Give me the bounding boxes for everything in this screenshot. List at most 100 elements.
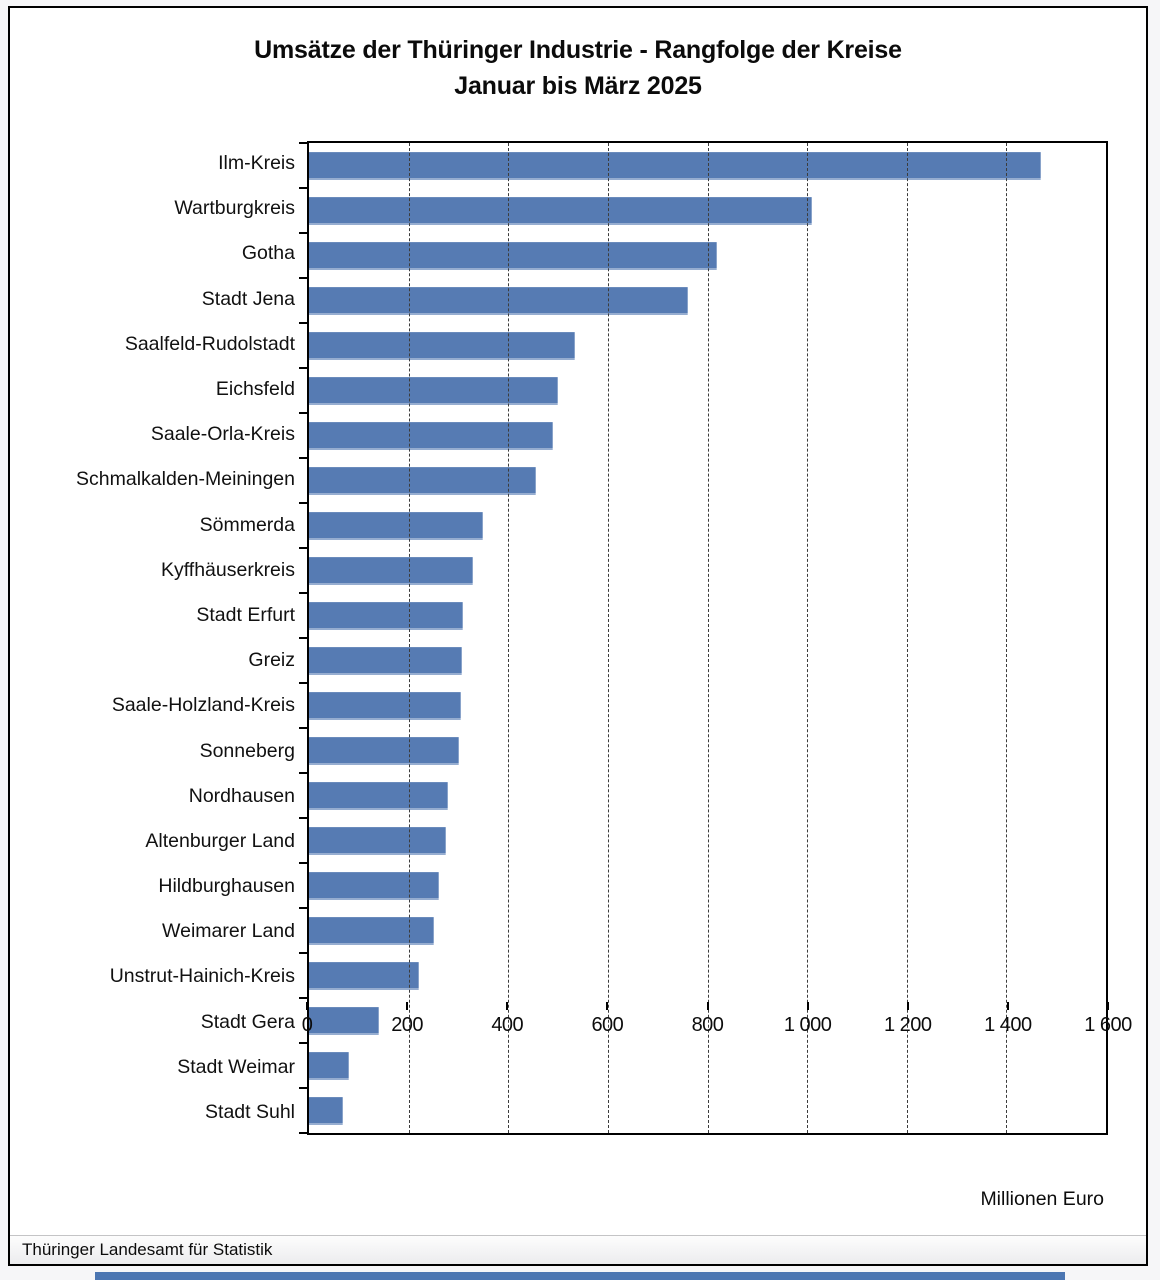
bar [309, 331, 576, 360]
value-axis-tick [706, 1002, 709, 1010]
category-label: Ilm-Kreis [218, 152, 295, 175]
category-axis-tick [299, 637, 308, 639]
bar-row [309, 953, 1106, 998]
bar [309, 1096, 343, 1125]
category-axis-tick [299, 322, 308, 324]
value-axis-tick [606, 1002, 609, 1010]
bar [309, 556, 474, 585]
category-label: Saale-Holzland-Kreis [111, 694, 295, 717]
bar-row [309, 593, 1106, 638]
bar [309, 286, 688, 315]
value-axis-tick-label: 400 [491, 1014, 524, 1036]
bar-row [309, 908, 1106, 953]
plot-area [299, 141, 1108, 1135]
category-label: Greiz [248, 649, 295, 672]
bottom-accent-bar [95, 1272, 1065, 1280]
bar-row [309, 368, 1106, 413]
bar [309, 826, 446, 855]
bar [309, 781, 449, 810]
category-axis-tick [299, 412, 308, 414]
category-axis-tick [299, 277, 308, 279]
value-axis-tick [906, 1002, 909, 1010]
category-axis-tick [299, 772, 308, 774]
bar-row [309, 413, 1106, 458]
footer-strip: Thüringer Landesamt für Statistik [10, 1235, 1146, 1264]
category-label: Kyffhäuserkreis [160, 558, 295, 581]
gridline [906, 143, 908, 1133]
category-label: Weimarer Land [162, 920, 295, 943]
value-axis-labels: 0 200 400 600 800 1 000 1 200 1 400 1 600 [302, 1014, 1133, 1040]
value-axis-ticks [306, 1002, 1109, 1011]
bar [309, 1051, 349, 1080]
chart-frame: Umsätze der Thüringer Industrie - Rangfo… [8, 6, 1148, 1266]
category-label: Stadt Weimar [177, 1055, 295, 1078]
category-axis-tick [299, 1087, 308, 1089]
bar [309, 1006, 379, 1035]
value-axis-tick [306, 1002, 308, 1010]
category-axis-tick [299, 1132, 308, 1134]
value-axis-tick-label: 600 [591, 1014, 624, 1036]
value-axis-tick-label: 1 600 [1084, 1014, 1132, 1036]
category-axis-tick [299, 907, 308, 909]
gridline [508, 143, 510, 1133]
gridline [607, 143, 609, 1133]
category-axis-tick [299, 457, 308, 459]
category-label: Nordhausen [188, 784, 295, 807]
bar-row [309, 278, 1106, 323]
category-label: Unstrut-Hainich-Kreis [109, 965, 295, 988]
gridline [408, 143, 410, 1133]
value-axis-tick-label: 800 [691, 1014, 724, 1036]
gridline [807, 143, 809, 1133]
bar-chart: Ilm-Kreis Wartburgkreis Gotha Stadt Jena Saa… [10, 141, 1146, 1135]
bar [309, 151, 1042, 180]
category-axis-tick [299, 1042, 308, 1044]
bar [309, 736, 460, 765]
category-label: Wartburgkreis [174, 197, 295, 220]
source-attribution: Thüringer Landesamt für Statistik [22, 1240, 273, 1259]
category-label: Gotha [241, 242, 295, 265]
bar [309, 961, 419, 990]
bar-row [309, 1088, 1106, 1133]
bar-row [309, 233, 1106, 278]
category-label: Altenburger Land [145, 829, 295, 852]
category-label: Stadt Suhl [205, 1101, 295, 1124]
value-axis-tick [506, 1002, 509, 1010]
value-axis-tick-label: 1 400 [984, 1014, 1032, 1036]
bar [309, 466, 536, 495]
category-axis-tick [299, 952, 308, 954]
bar [309, 871, 439, 900]
gridline [1006, 143, 1008, 1133]
value-axis-tick-label: 1 000 [783, 1014, 832, 1036]
category-axis-tick [299, 817, 308, 819]
category-label: Stadt Erfurt [196, 603, 295, 626]
bar [309, 601, 464, 630]
category-axis-tick [299, 727, 308, 729]
bar-row [309, 683, 1106, 728]
chart-title-line-2: Januar bis März 2025 [454, 72, 702, 100]
category-label: Saalfeld-Rudolstadt [124, 332, 295, 355]
value-axis-tick-label: 1 200 [883, 1014, 932, 1036]
value-axis-tick [806, 1002, 809, 1010]
value-axis-tick [1107, 1002, 1109, 1010]
category-label: Sömmerda [199, 513, 295, 536]
bar [309, 196, 813, 225]
category-axis: Ilm-Kreis Wartburgkreis Gotha Stadt Jena Saa… [10, 141, 295, 1135]
bar-row [309, 863, 1106, 908]
value-axis-tick [406, 1002, 409, 1010]
bar [309, 646, 463, 675]
bar-row [309, 323, 1106, 368]
category-label: Stadt Jena [201, 287, 295, 310]
category-axis-tick [299, 592, 308, 594]
bar-row [309, 998, 1106, 1043]
gridline [707, 143, 709, 1133]
bar [309, 421, 554, 450]
category-label: Eichsfeld [215, 378, 295, 401]
bar-row [309, 728, 1106, 773]
bar-row [309, 503, 1106, 548]
bar [309, 376, 559, 405]
category-label: Schmalkalden-Meiningen [76, 468, 295, 491]
category-axis-tick [299, 142, 308, 144]
value-axis-tick-label: 0 [301, 1014, 313, 1036]
bar-row [309, 638, 1106, 683]
